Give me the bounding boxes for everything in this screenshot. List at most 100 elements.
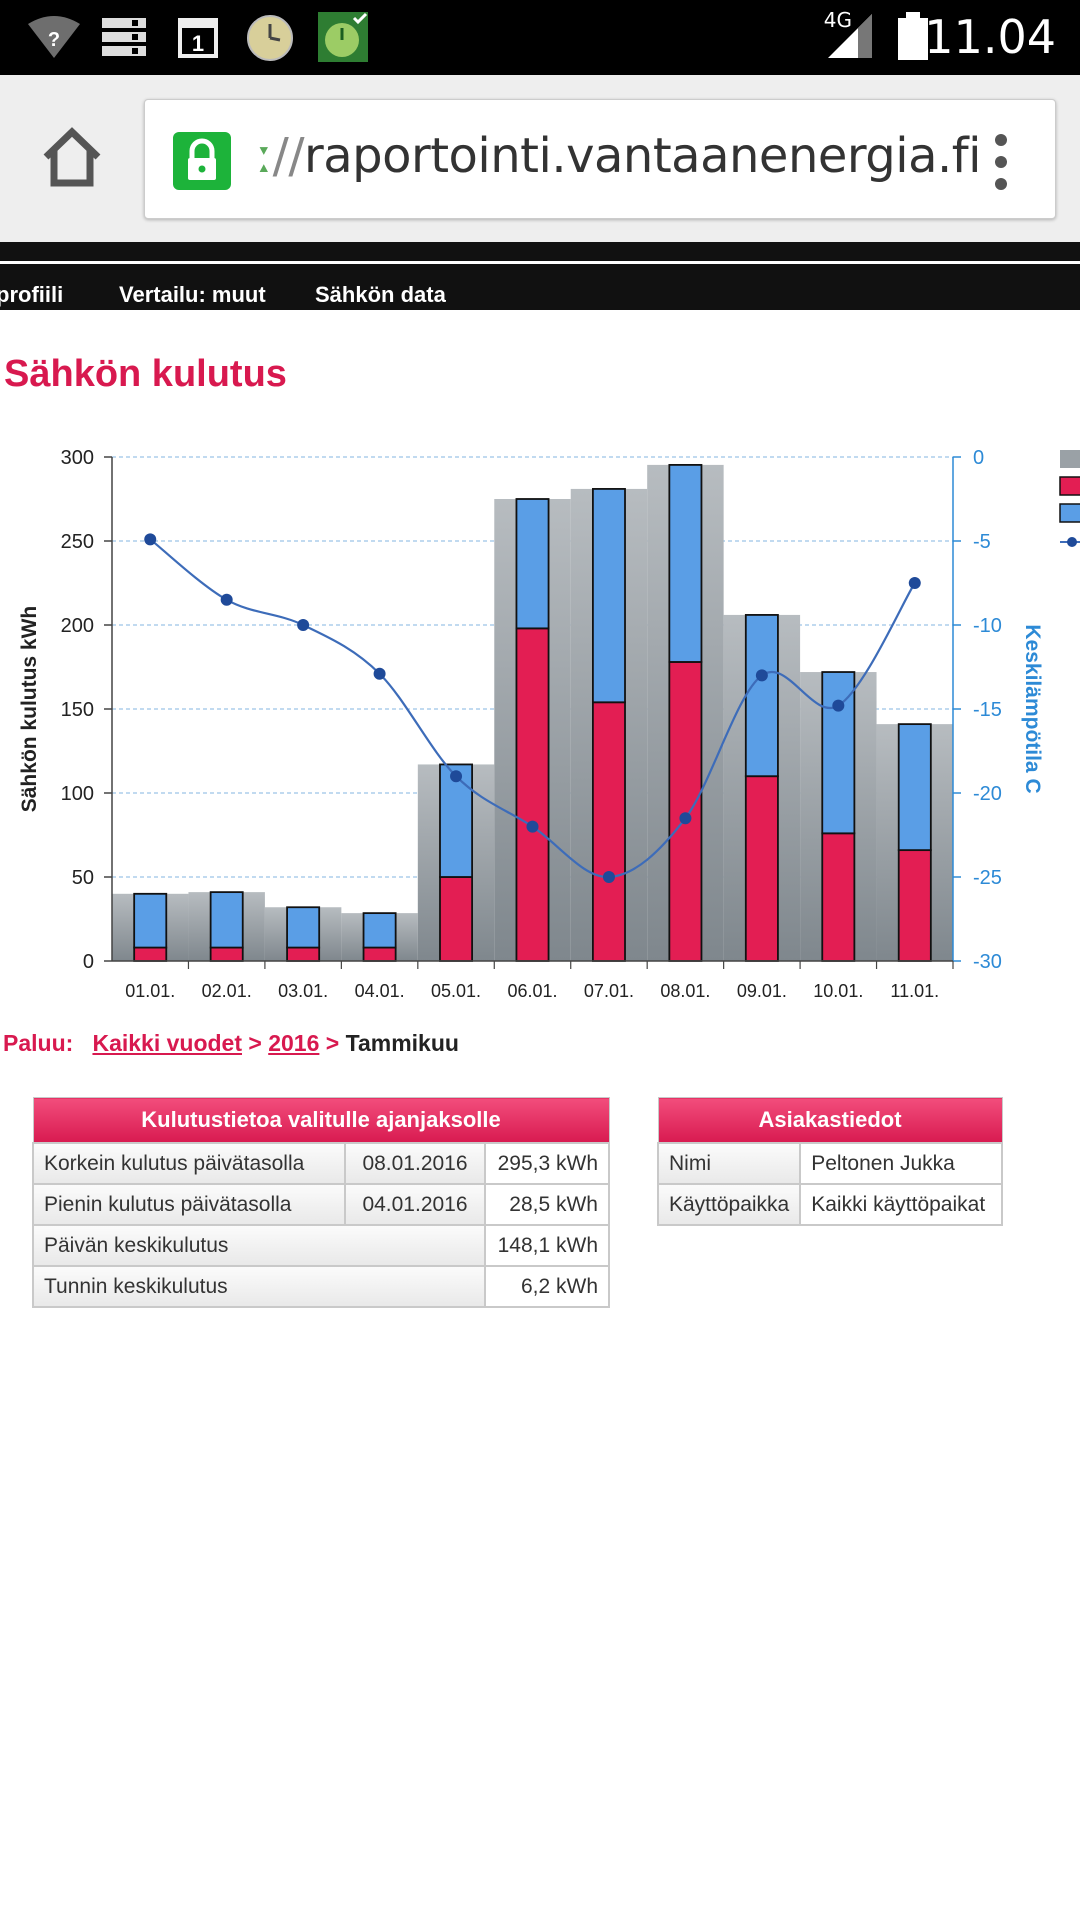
calendar-icon: 1 <box>178 18 218 58</box>
bar-red-segment <box>821 832 856 962</box>
row-label: Päivän keskikulutus <box>32 1224 486 1267</box>
bar-red-segment <box>897 849 932 962</box>
temperature-point <box>450 770 463 783</box>
url-text[interactable]: ː//raportointi.vantaanenergia.fi <box>257 128 981 184</box>
bar-blue-segment <box>362 912 397 949</box>
temperature-point <box>220 593 233 606</box>
signal-icon <box>828 14 872 58</box>
y2-tick-label: -5 <box>973 531 991 553</box>
temperature-point <box>755 669 768 682</box>
y2-tick-label: -20 <box>973 783 1002 805</box>
y-tick-label: 100 <box>61 783 94 805</box>
page-title: Sähkön kulutus <box>4 353 287 395</box>
url-scheme-fragment: ː <box>257 128 273 184</box>
y2-tick-label: -30 <box>973 951 1002 973</box>
y2-tick-label: -10 <box>973 615 1002 637</box>
bar-blue-segment <box>515 498 550 630</box>
wifi-question-mark: ? <box>48 29 60 51</box>
url-slashes: // <box>272 128 305 184</box>
row-value: 148,1 kWh <box>484 1224 610 1267</box>
bar-red-segment <box>209 946 244 962</box>
y-tick-label: 200 <box>61 615 94 637</box>
nav-item-vertailu[interactable]: Vertailu: muut <box>119 282 266 307</box>
temperature-point <box>297 619 310 631</box>
row-label: Käyttöpaikka <box>656 1183 802 1226</box>
table-row: Tunnin keskikulutus 6,2 kWh <box>32 1265 610 1308</box>
temperature-point <box>832 699 845 712</box>
row-label: Korkein kulutus päivätasolla <box>32 1142 346 1185</box>
chart-temperature-line <box>144 533 921 883</box>
y2-tick-label: -15 <box>973 699 1002 721</box>
y2-axis-title: Keskilämpötila C <box>1021 624 1044 793</box>
status-bar: ? 1 4G 11.04 <box>0 0 1080 75</box>
x-tick-label: 10.01. <box>813 981 863 1001</box>
customer-table-header: Asiakastiedot <box>657 1097 1003 1144</box>
breadcrumb-all-years[interactable]: Kaikki vuodet <box>92 1030 242 1056</box>
site-nav: profiili Vertailu: muut Sähkön data <box>0 242 1080 310</box>
bar-red-segment <box>286 946 321 962</box>
bar-blue-segment <box>821 671 856 835</box>
chart-legend <box>1059 450 1080 547</box>
bar-blue-segment <box>133 892 168 949</box>
chart-axes: 0 50 100 150 200 250 300 0 -5 -10 -15 -20 -25 -30 01.0… <box>18 447 1044 1001</box>
y-tick-label: 150 <box>61 699 94 721</box>
row-date: 04.01.2016 <box>344 1183 486 1226</box>
row-value: 28,5 kWh <box>484 1183 610 1226</box>
row-label: Tunnin keskikulutus <box>32 1265 486 1308</box>
y2-tick-label: 0 <box>973 447 984 469</box>
nav-item-profiili[interactable]: profiili <box>0 282 64 307</box>
temperature-point <box>526 820 539 833</box>
menu-icon[interactable] <box>995 134 1007 200</box>
x-tick-label: 08.01. <box>660 981 710 1001</box>
bar-red-segment <box>668 661 703 962</box>
home-icon[interactable] <box>40 127 104 187</box>
customer-table: Asiakastiedot Nimi Peltonen Jukka Käyttö… <box>656 1097 1003 1226</box>
bar-red-segment <box>591 701 626 962</box>
wifi-unknown-icon: ? <box>28 16 80 58</box>
battery-icon <box>898 12 928 60</box>
y-axis-title: Sähkön kulutus kWh <box>18 606 41 813</box>
consumption-chart: 0 50 100 150 200 250 300 0 -5 -10 -15 -20 -25 -30 01.0… <box>18 447 1080 1001</box>
temperature-point <box>373 667 386 680</box>
x-tick-label: 05.01. <box>431 981 481 1001</box>
x-tick-label: 02.01. <box>202 981 252 1001</box>
x-tick-label: 01.01. <box>125 981 175 1001</box>
calendar-day: 1 <box>192 31 204 56</box>
nav-item-sahkon-data[interactable]: Sähkön data <box>315 282 446 307</box>
breadcrumb-separator: > <box>248 1030 262 1056</box>
temperature-point <box>908 577 921 589</box>
row-label: Nimi <box>656 1142 802 1185</box>
network-type: 4G <box>823 8 852 32</box>
x-tick-label: 06.01. <box>507 981 557 1001</box>
breadcrumb-year[interactable]: 2016 <box>268 1030 320 1056</box>
nav-divider <box>0 261 1080 264</box>
row-value: 6,2 kWh <box>484 1265 610 1308</box>
bar-blue-segment <box>897 723 932 852</box>
legend-swatch-blue <box>1059 503 1080 523</box>
x-tick-label: 07.01. <box>584 981 634 1001</box>
browser-toolbar: ː//raportointi.vantaanenergia.fi <box>0 75 1080 242</box>
bar-blue-segment <box>744 614 779 778</box>
y-tick-label: 250 <box>61 531 94 553</box>
row-label: Pienin kulutus päivätasolla <box>32 1183 346 1226</box>
table-row: Nimi Peltonen Jukka <box>656 1142 1003 1185</box>
row-value: Peltonen Jukka <box>799 1142 1003 1185</box>
temperature-point <box>144 533 157 546</box>
row-value: 295,3 kWh <box>484 1142 610 1185</box>
temperature-point <box>679 812 692 825</box>
y-tick-label: 0 <box>83 951 94 973</box>
lock-icon <box>173 132 231 190</box>
url-host: raportointi.vantaanenergia.fi <box>304 128 981 184</box>
bar-blue-segment <box>591 488 626 704</box>
table-row: Käyttöpaikka Kaikki käyttöpaikat <box>656 1183 1003 1226</box>
clock-time: 11.04 <box>924 10 1056 64</box>
breadcrumb-separator: > <box>325 1030 340 1056</box>
table-row: Korkein kulutus päivätasolla 08.01.2016 … <box>32 1142 610 1185</box>
bar-red-segment <box>362 946 397 962</box>
bar-blue-segment <box>209 891 244 949</box>
consumption-table-header: Kulutustietoa valitulle ajanjaksolle <box>32 1097 610 1144</box>
table-row: Päivän keskikulutus 148,1 kWh <box>32 1224 610 1267</box>
legend-swatch-gray <box>1060 450 1080 468</box>
address-bar[interactable]: ː//raportointi.vantaanenergia.fi <box>144 99 1056 219</box>
legend-point-temperature <box>1067 537 1077 547</box>
